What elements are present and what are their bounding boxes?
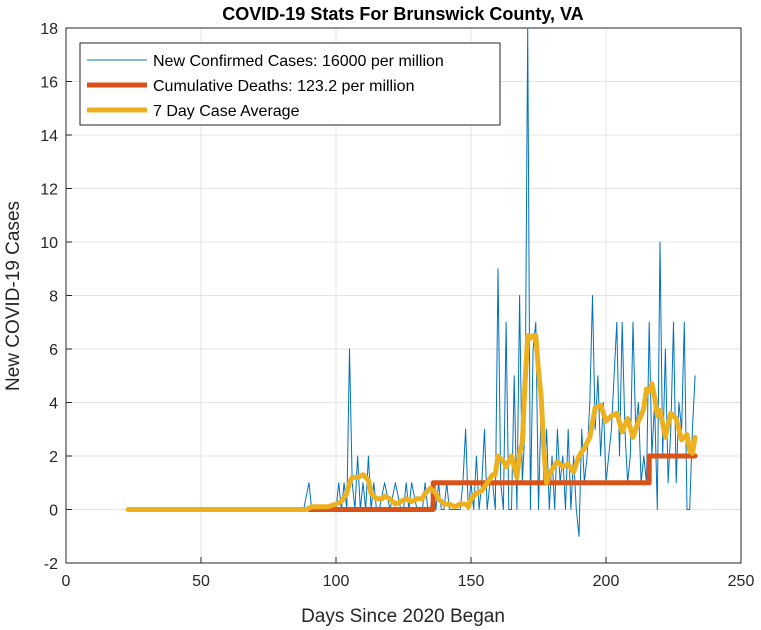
x-tick-label: 100 <box>323 573 350 590</box>
y-tick-label: 6 <box>49 342 58 359</box>
series-cumulative-deaths <box>306 453 698 512</box>
chart-title: COVID-19 Stats For Brunswick County, VA <box>222 4 583 24</box>
x-tick-label: 200 <box>593 573 620 590</box>
y-tick-label: 14 <box>40 128 58 145</box>
y-axis-label: New COVID-19 Cases <box>3 201 24 391</box>
y-tick-label: 18 <box>40 21 58 38</box>
y-tick-label: 16 <box>40 75 58 92</box>
legend-label-7-day-average: 7 Day Case Average <box>153 103 300 120</box>
y-tick-label: 10 <box>40 235 58 252</box>
x-tick-label: 0 <box>62 573 71 590</box>
y-tick-label: 0 <box>49 503 58 520</box>
x-tick-label: 150 <box>458 573 485 590</box>
legend: New Confirmed Cases: 16000 per million C… <box>79 42 501 126</box>
legend-box <box>79 42 501 126</box>
legend-label-cumulative-deaths: Cumulative Deaths: 123.2 per million <box>153 78 414 95</box>
legend-label-new-cases: New Confirmed Cases: 16000 per million <box>153 53 444 70</box>
x-tick-label: 50 <box>192 573 210 590</box>
y-tick-label: 8 <box>49 289 58 306</box>
x-axis-label: Days Since 2020 Began <box>301 606 505 627</box>
y-tick-label: 12 <box>40 182 58 199</box>
x-tick-label: 250 <box>728 573 755 590</box>
y-axis-ticks: -2 0 2 4 6 8 10 12 14 16 18 <box>40 21 72 573</box>
y-tick-label: 4 <box>49 396 58 413</box>
y-tick-label: 2 <box>49 449 58 466</box>
series-7-day-average <box>125 333 698 512</box>
y-tick-label: -2 <box>44 556 58 573</box>
series-new-confirmed-cases <box>127 27 696 537</box>
x-axis-ticks: 0 50 100 150 200 250 <box>62 557 755 590</box>
series-group <box>125 27 698 537</box>
